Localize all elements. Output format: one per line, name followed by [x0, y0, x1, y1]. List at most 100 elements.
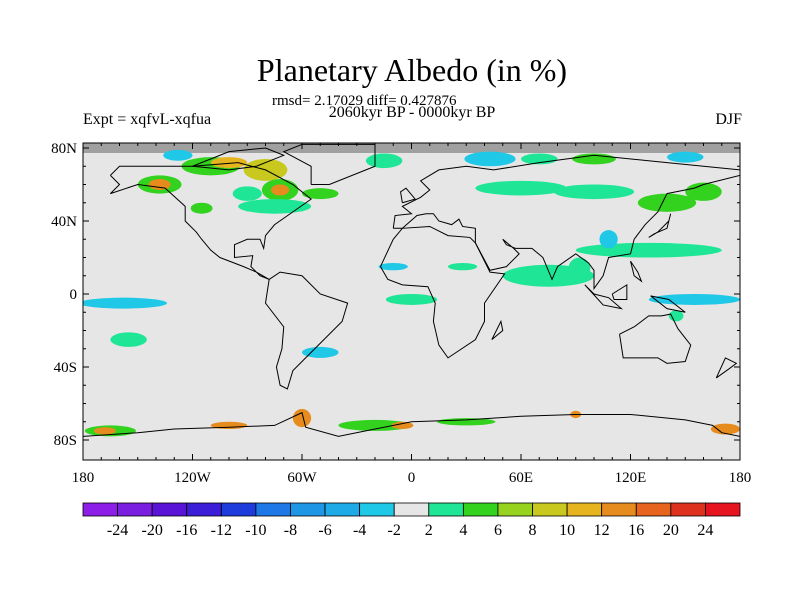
anomaly-region — [553, 184, 635, 200]
anomaly-region — [464, 151, 516, 167]
experiment-label: Expt = xqfvL-xqfua — [83, 111, 212, 128]
colorbar-label: -24 — [107, 522, 128, 539]
anomaly-region — [302, 188, 339, 200]
colorbar-box — [497, 502, 533, 517]
colorbar-box — [393, 502, 430, 517]
colorbar-label: 24 — [697, 522, 713, 539]
coastline — [400, 187, 417, 204]
colorbar-label: 8 — [529, 522, 537, 539]
colorbar-box — [255, 502, 291, 517]
colorbar-box — [601, 502, 637, 517]
coastline — [648, 213, 672, 238]
colorbar-label: 20 — [663, 522, 679, 539]
colorbar-box — [462, 502, 499, 517]
anomaly-region — [378, 262, 408, 271]
anomaly-region — [391, 421, 414, 430]
x-tick-label: 0 — [408, 470, 416, 486]
anomaly-region — [210, 157, 248, 169]
colorbar-label: -6 — [318, 522, 331, 539]
anomaly-region — [710, 423, 740, 435]
anomaly-region — [238, 199, 312, 214]
anomaly-region — [448, 262, 478, 271]
anomaly-region — [148, 179, 171, 190]
anomaly-region — [637, 193, 697, 212]
anomaly-region — [365, 153, 403, 169]
coastline — [192, 147, 286, 171]
coastline — [83, 411, 740, 437]
anomaly-region — [568, 257, 591, 280]
colorbar-box — [151, 502, 188, 517]
colorbar-box — [670, 502, 706, 517]
coastline — [650, 295, 686, 313]
colorbar-label: -4 — [353, 522, 366, 539]
colorbar-label: 4 — [459, 522, 467, 539]
season-label: DJF — [715, 111, 742, 128]
coastline — [715, 357, 738, 379]
anomaly-region — [338, 419, 412, 431]
coastline — [392, 154, 740, 291]
anomaly-region — [437, 418, 496, 426]
colorbar-box — [359, 502, 395, 517]
x-tick-label: 120E — [615, 470, 647, 486]
coastline — [110, 162, 312, 280]
x-tick-label: 180 — [72, 470, 95, 486]
anomaly-region — [599, 230, 618, 249]
colorbar-box — [117, 502, 153, 517]
axis-ticks: 180 120W 60W 0 60E 120E 180 80N 40N 0 40S 80S — [51, 141, 751, 486]
x-tick-label: 180 — [729, 470, 752, 486]
anomaly-region — [83, 297, 167, 309]
x-tick-label: 60E — [509, 470, 533, 486]
colorbar-label: 16 — [628, 522, 644, 539]
colorbar-box — [566, 502, 603, 517]
coastline — [630, 260, 643, 283]
colorbar-box — [705, 502, 741, 517]
stats-text: rmsd= 2.17029 diff= 0.427876 — [272, 93, 457, 109]
colorbar-label: 10 — [559, 522, 575, 539]
anomaly-region — [270, 184, 290, 196]
colorbar-label: 2 — [425, 522, 433, 539]
anomaly-region — [292, 408, 312, 428]
colorbar: -24 -20 -16 -12 -10 -8 -6 -4 -2 2 4 6 8 10 12 16 20 24 — [82, 502, 741, 539]
colorbar-label: -10 — [245, 522, 266, 539]
colorbar-label: -2 — [388, 522, 401, 539]
anomaly-region — [232, 186, 262, 201]
colorbar-label: 6 — [494, 522, 502, 539]
anomaly-region — [93, 427, 116, 435]
y-tick-label: 40S — [54, 360, 77, 376]
colorbar-label: -8 — [284, 522, 297, 539]
plot-title: Planetary Albedo (in %) — [256, 52, 568, 88]
coastline — [611, 283, 628, 300]
colorbar-box — [186, 502, 222, 517]
y-tick-label: 40N — [51, 214, 77, 230]
coastline — [491, 319, 504, 341]
anomaly-region — [110, 332, 147, 347]
colorbar-box — [82, 502, 118, 517]
anomaly-region — [475, 180, 567, 196]
anomaly-region — [302, 346, 339, 358]
colorbar-box — [635, 502, 672, 517]
colorbar-label: -20 — [141, 522, 162, 539]
anomaly-region — [385, 294, 438, 305]
colorbar-box — [428, 502, 464, 517]
x-tick-label: 120W — [174, 470, 212, 486]
x-tick-label: 60W — [287, 470, 317, 486]
anomaly-region — [667, 151, 704, 163]
anomaly-region — [190, 202, 213, 214]
y-tick-label: 80S — [54, 433, 77, 449]
colorbar-box — [290, 502, 326, 517]
coastline — [619, 313, 692, 364]
colorbar-box — [532, 502, 568, 517]
map-area — [83, 143, 740, 460]
y-tick-label: 0 — [70, 287, 78, 303]
coastline — [264, 271, 349, 390]
anomaly-region — [163, 149, 193, 161]
y-tick-label: 80N — [51, 141, 77, 157]
coastline — [584, 284, 624, 310]
anomaly-region — [648, 294, 740, 305]
colorbar-box — [220, 502, 257, 517]
colorbar-label: -16 — [176, 522, 197, 539]
anomaly-region — [685, 182, 722, 201]
plot-subtitle: 2060kyr BP - 0000kyr BP — [328, 104, 496, 121]
colorbar-label: 12 — [594, 522, 610, 539]
